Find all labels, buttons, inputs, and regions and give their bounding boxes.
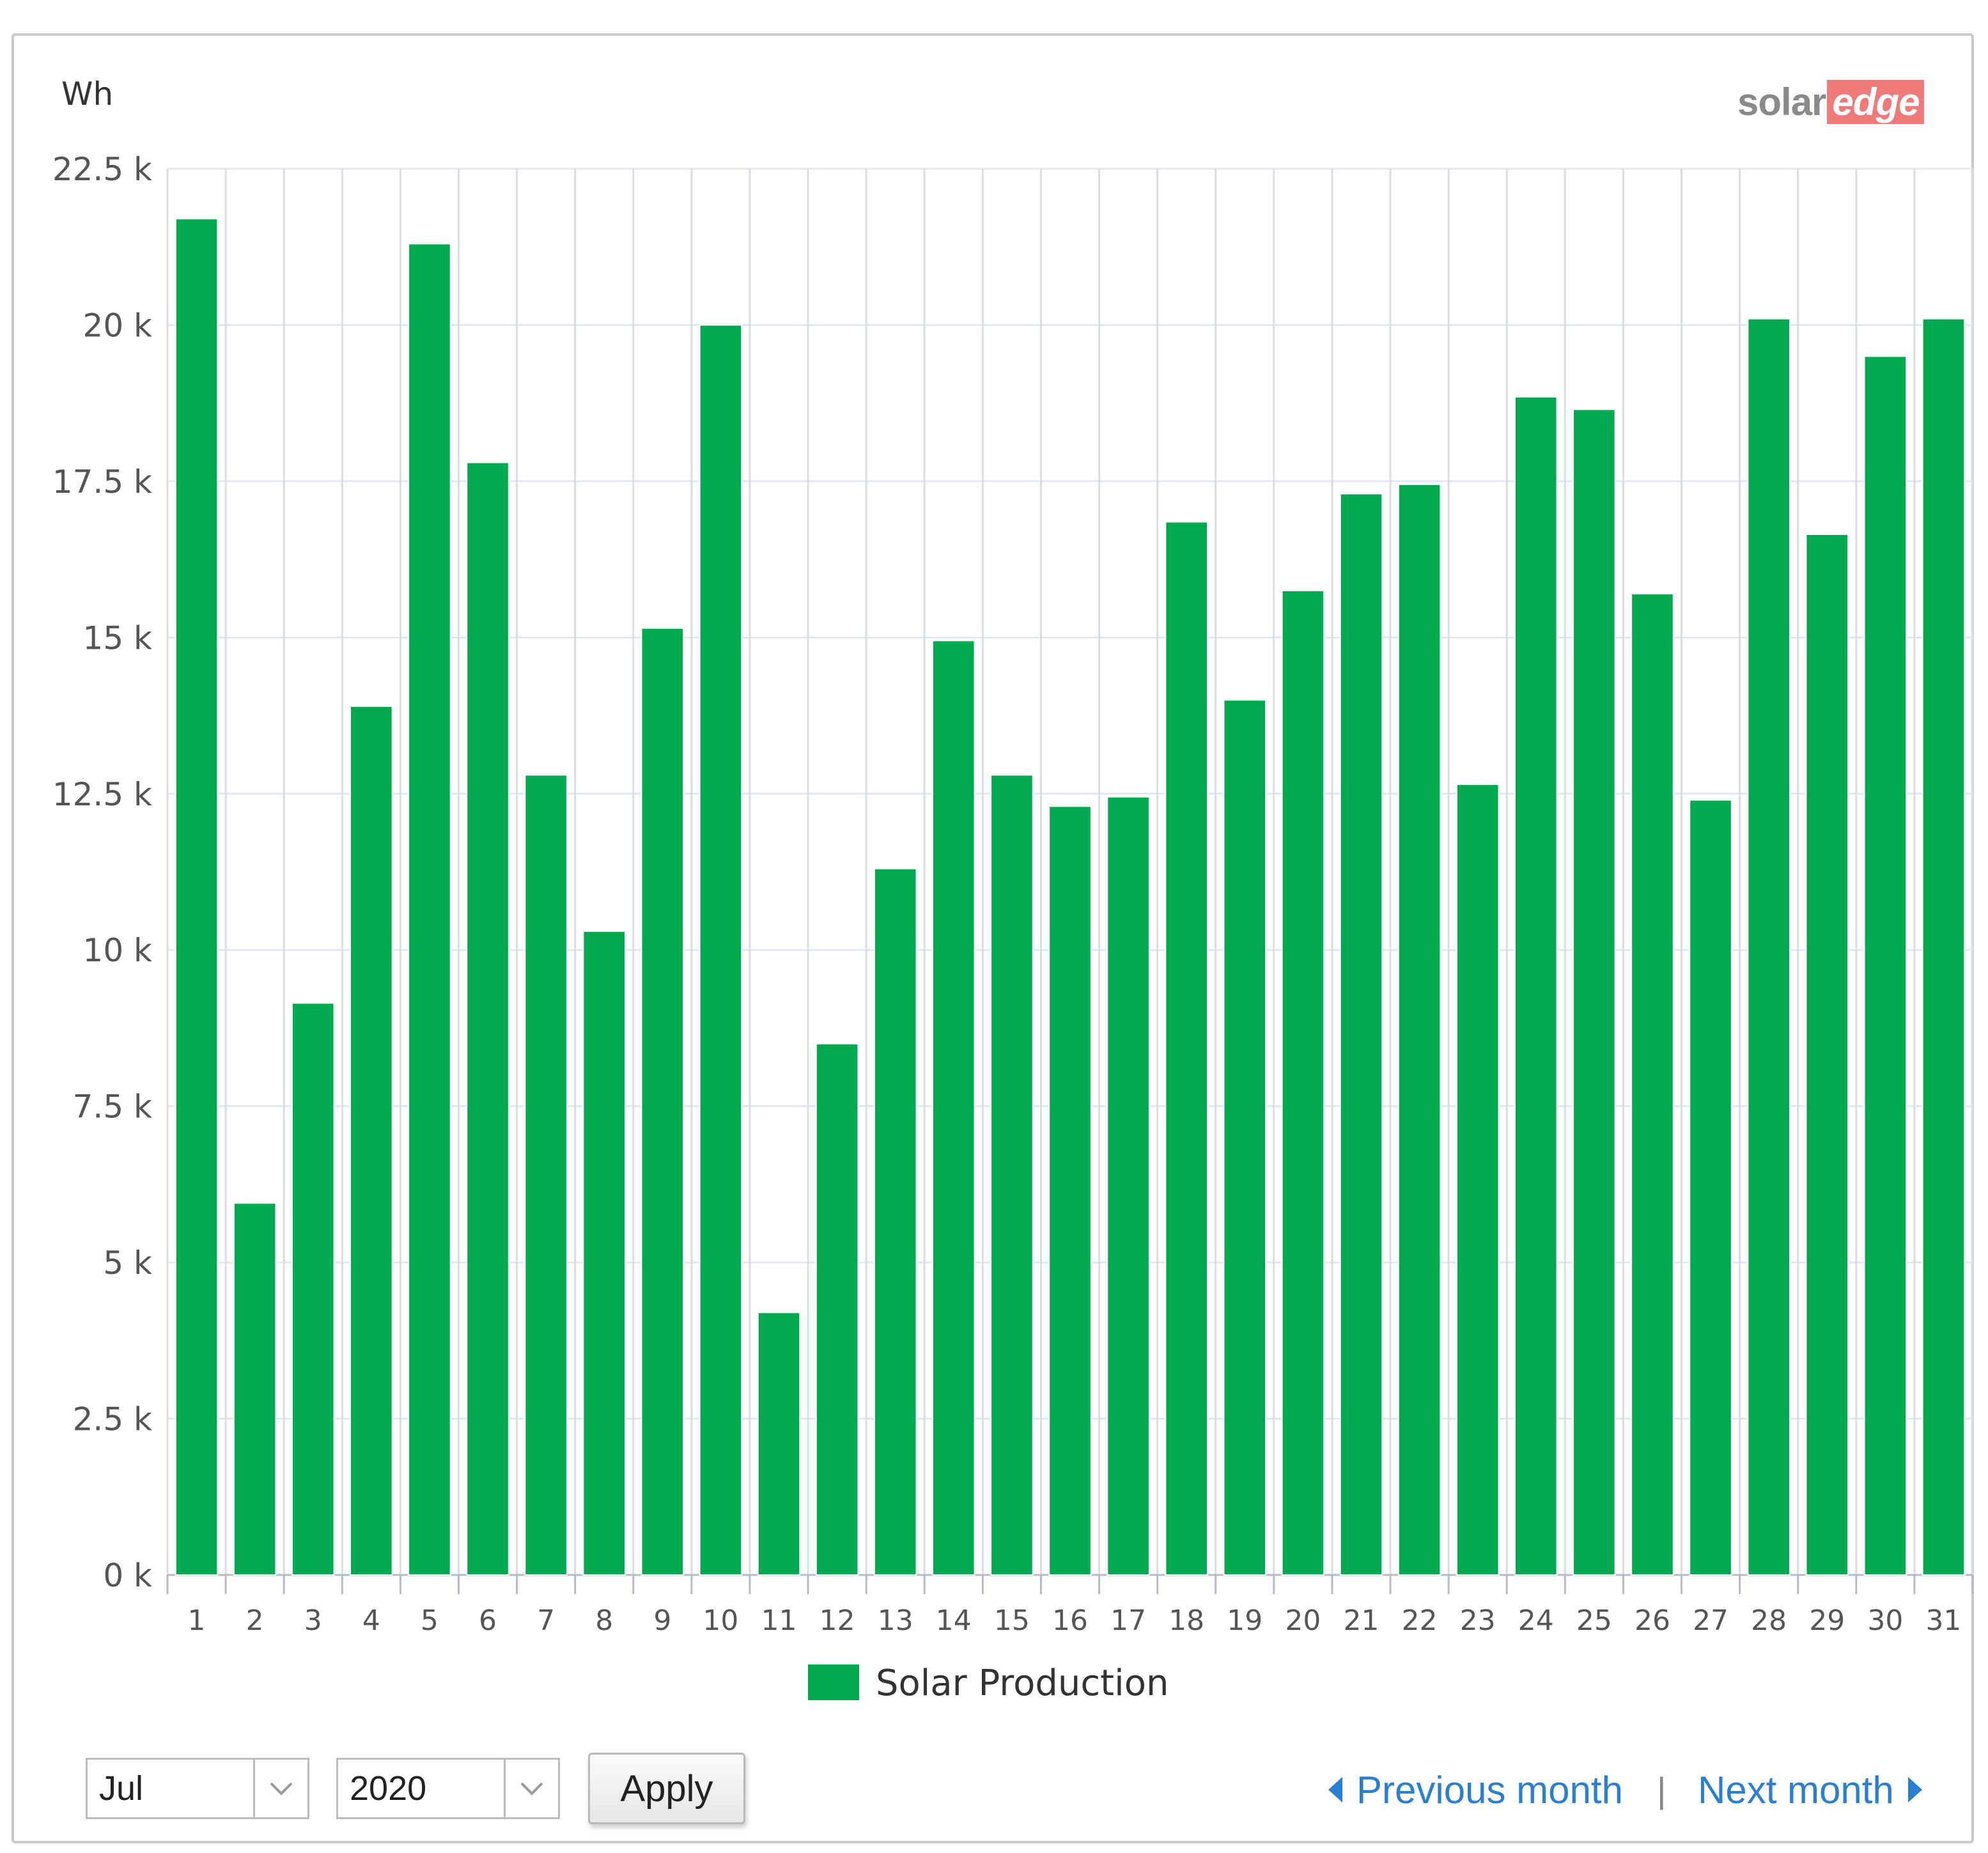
bar-day-8 — [582, 930, 626, 1576]
y-axis-unit-label: Wh — [61, 75, 113, 112]
bar-day-2 — [233, 1202, 277, 1576]
bar-day-12 — [815, 1043, 859, 1576]
x-tick-label: 9 — [653, 1604, 671, 1637]
x-tick-label: 25 — [1576, 1604, 1612, 1637]
bar-day-9 — [641, 627, 685, 1576]
previous-month-link[interactable]: Previous month — [1328, 1764, 1623, 1815]
bar-day-11 — [757, 1312, 801, 1576]
x-tick-label: 20 — [1285, 1604, 1321, 1637]
x-tick-label: 24 — [1518, 1604, 1554, 1637]
y-tick-label: 12.5 k — [52, 776, 152, 813]
bar-day-29 — [1805, 534, 1849, 1576]
bar-day-17 — [1107, 796, 1150, 1576]
month-select-value: Jul — [99, 1769, 144, 1808]
x-tick-label: 1 — [188, 1604, 206, 1637]
bar-day-7 — [524, 774, 568, 1576]
y-tick-label: 0 k — [103, 1557, 152, 1594]
x-tick-label: 16 — [1052, 1604, 1088, 1637]
solaredge-logo: solar edge — [1737, 79, 1925, 124]
legend-swatch — [808, 1664, 859, 1700]
y-tick-label: 10 k — [83, 932, 153, 969]
apply-button[interactable]: Apply — [588, 1753, 745, 1824]
x-tick-label: 22 — [1402, 1604, 1438, 1637]
x-tick-label: 27 — [1693, 1604, 1728, 1637]
bar-day-20 — [1281, 590, 1325, 1576]
bar-day-24 — [1514, 396, 1558, 1576]
bar-day-22 — [1397, 483, 1441, 1576]
bar-day-26 — [1631, 593, 1674, 1576]
bar-day-21 — [1339, 493, 1383, 1576]
x-tick-label: 6 — [479, 1604, 497, 1637]
bar-day-25 — [1573, 408, 1616, 1576]
bar-day-18 — [1165, 521, 1208, 1576]
x-tick-label: 26 — [1635, 1604, 1670, 1637]
bar-day-14 — [932, 640, 975, 1576]
x-tick-label: 5 — [421, 1604, 439, 1637]
legend-label: Solar Production — [876, 1663, 1169, 1704]
x-tick-label: 17 — [1110, 1604, 1146, 1637]
year-select[interactable]: 2020 — [336, 1758, 560, 1819]
bar-day-5 — [408, 243, 451, 1576]
y-tick-label: 5 k — [103, 1244, 152, 1282]
bar-day-30 — [1863, 355, 1907, 1576]
chevron-down-icon[interactable] — [253, 1760, 307, 1817]
month-select[interactable]: Jul — [86, 1758, 309, 1819]
bar-day-27 — [1689, 799, 1732, 1576]
nav-separator: | — [1657, 1769, 1666, 1810]
logo-solar-text: solar — [1737, 80, 1826, 123]
bar-day-6 — [466, 461, 509, 1576]
x-tick-label: 11 — [761, 1604, 797, 1637]
y-tick-label: 2.5 k — [73, 1401, 152, 1438]
x-tick-label: 10 — [703, 1604, 738, 1637]
x-tick-label: 29 — [1809, 1604, 1845, 1637]
x-tick-label: 23 — [1460, 1604, 1496, 1637]
bar-day-15 — [990, 774, 1034, 1576]
x-tick-label: 3 — [304, 1604, 322, 1637]
x-tick-label: 13 — [878, 1604, 913, 1637]
x-tick-label: 12 — [819, 1604, 855, 1637]
bar-day-28 — [1747, 318, 1790, 1576]
x-tick-label: 14 — [936, 1604, 972, 1637]
bar-day-3 — [291, 1002, 335, 1576]
x-tick-label: 21 — [1343, 1604, 1379, 1637]
bar-day-10 — [699, 324, 743, 1576]
y-tick-label: 17.5 k — [52, 463, 152, 500]
chevron-down-icon[interactable] — [504, 1760, 558, 1817]
x-tick-label: 4 — [362, 1604, 380, 1637]
next-month-link[interactable]: Next month — [1698, 1764, 1922, 1815]
x-tick-label: 7 — [537, 1604, 555, 1637]
x-tick-label: 28 — [1751, 1604, 1787, 1637]
next-month-label: Next month — [1698, 1768, 1894, 1811]
x-tick-label: 19 — [1227, 1604, 1262, 1637]
y-tick-label: 7.5 k — [73, 1089, 152, 1126]
bar-day-4 — [350, 705, 393, 1576]
bar-day-19 — [1223, 699, 1267, 1576]
x-tick-label: 8 — [595, 1604, 613, 1637]
bar-day-16 — [1048, 805, 1092, 1576]
y-tick-label: 20 k — [83, 307, 153, 344]
y-tick-label: 15 k — [83, 619, 153, 656]
year-select-value: 2020 — [350, 1769, 427, 1808]
bar-day-23 — [1456, 784, 1500, 1576]
bar-day-31 — [1922, 318, 1966, 1576]
caret-left-icon — [1328, 1777, 1342, 1803]
bar-day-1 — [175, 218, 219, 1576]
x-tick-label: 31 — [1925, 1604, 1961, 1637]
x-tick-label: 15 — [994, 1604, 1030, 1637]
bar-day-13 — [873, 868, 917, 1576]
caret-right-icon — [1907, 1777, 1922, 1803]
y-tick-label: 22.5 k — [52, 151, 152, 188]
x-tick-label: 18 — [1169, 1604, 1204, 1637]
previous-month-label: Previous month — [1356, 1768, 1623, 1811]
x-tick-label: 30 — [1867, 1604, 1903, 1637]
logo-edge-text: edge — [1827, 79, 1925, 124]
x-tick-label: 2 — [246, 1604, 264, 1637]
